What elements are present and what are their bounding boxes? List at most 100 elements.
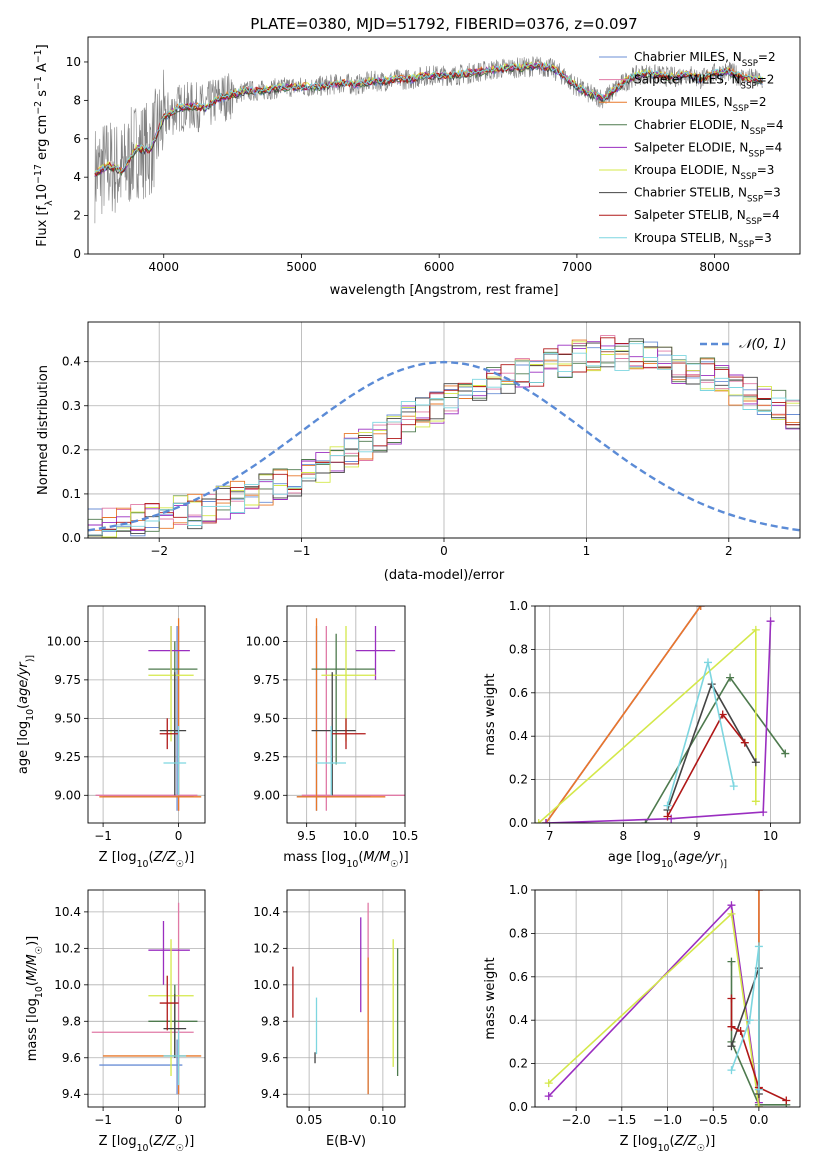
label-part: erg cm (35, 115, 50, 164)
mass-weight-line (538, 628, 757, 823)
label-part: SSP (746, 217, 762, 227)
label-part: Z [log (99, 850, 137, 865)
label-part: SSP (742, 59, 758, 69)
y-axis-label: mass weight (483, 673, 498, 755)
label-part: Kroupa MILES, N (634, 95, 733, 109)
figure-title: PLATE=0380, MJD=51792, FIBERID=0376, z=0… (250, 15, 637, 33)
mass-weight-marker (727, 909, 736, 918)
mass-weight-marker (759, 808, 768, 817)
legend-entry: 𝒩(0, 1) (739, 337, 786, 352)
label-part: −2 (33, 101, 44, 115)
axes-frame: −2.0 −1.5 −1.0 −0.5 0.0 0.0 0.2 0.4 0.6 0.8 1.0 (509, 883, 801, 1127)
axes-border (286, 889, 406, 1108)
label-part: SSP (741, 172, 757, 182)
label-part: =2 (758, 50, 776, 64)
label-part: mass [log (283, 850, 346, 865)
label-part: )] (25, 655, 36, 662)
label-part: 10 (137, 1143, 149, 1154)
y-tick-label: 0.8 (509, 926, 528, 940)
label-part: 10 (35, 184, 50, 201)
axes-frame: 4000 5000 6000 7000 8000 0 2 4 6 8 10 Chabrier MILE… (66, 36, 801, 274)
plot-area (94, 56, 763, 224)
y-tick-label: 9.25 (54, 750, 81, 764)
mass-weight-line (730, 946, 760, 1090)
residuals-axes: −2 −1 0 1 2 0.0 0.1 0.2 0.3 0.4 𝒩(0, 1) (data-model… (36, 321, 801, 583)
label-part: age [log (608, 850, 661, 865)
mass-weight-line (548, 912, 760, 1107)
label-part: Z/Z (674, 1134, 698, 1149)
x-tick-label: 6000 (424, 260, 455, 274)
y-tick-label: 9.4 (261, 1087, 280, 1101)
residual-histogram-step (88, 337, 800, 536)
x-tick-label: 8000 (699, 260, 730, 274)
y-tick-label: 10.2 (253, 941, 280, 955)
residual-histogram-step (88, 340, 800, 538)
label-part: SSP (741, 82, 757, 92)
label-part: ] (35, 44, 50, 49)
label-part: 10 (658, 1143, 670, 1154)
x-axis-label: age [log10(age/yr)] (608, 850, 727, 870)
mass-weight-marker (745, 1016, 754, 1025)
label-part: Kroupa ELODIE, N (634, 163, 741, 177)
legend-entry: Kroupa ELODIE, NSSP=3 (634, 163, 774, 182)
label-part: Z/Z (153, 850, 177, 865)
axes-frame: −1 0 9.4 9.6 9.8 10.0 10.2 10.4 (54, 889, 206, 1127)
y-tick-label: 9.8 (261, 1014, 280, 1028)
x-tick-label: −1 (293, 544, 311, 558)
gaussian-reference-curve (88, 360, 800, 532)
mass-vs-metallicity-axes: −1 09.49.69.810.010.210.4Z [log10(Z/Z☉)]m… (25, 889, 206, 1154)
label-part: Kroupa STELIB, N (634, 231, 738, 245)
mass-weight-marker (754, 890, 763, 894)
label-part: =3 (754, 231, 772, 245)
y-axis-label: age [log10(age/yr)] (16, 655, 36, 774)
plot-area (296, 618, 405, 811)
mass-weight-marker (663, 812, 672, 821)
label-part: SSP (733, 104, 749, 114)
age-vs-mass-axes: 9.5 10.0 10.5 9.00 9.25 9.50 9.75 10.00 mass [lo… (246, 605, 418, 870)
mass-weight-marker (703, 658, 712, 667)
mass-weight-marker (751, 625, 760, 634)
residual-histogram-step (88, 341, 800, 538)
axes-frame: −2 −1 0 1 2 0.0 0.1 0.2 0.3 0.4 𝒩(0, 1) (62, 321, 801, 558)
label-part: Chabrier ELODIE, N (634, 118, 750, 132)
label-part: −1 (33, 76, 44, 90)
legend-entry: Salpeter STELIB, NSSP=4 (634, 208, 780, 227)
label-part: 10 (34, 986, 45, 998)
label-part: Salpeter MILES, N (634, 73, 741, 87)
mass-weight-marker (726, 673, 735, 682)
y-tick-label: 10.4 (253, 905, 280, 919)
mass-weight-line (666, 662, 735, 806)
mass-weight-marker (751, 797, 760, 806)
x-tick-label: 9 (693, 829, 701, 843)
label-part: ☉ (176, 1143, 184, 1154)
label-part: 10 (346, 859, 358, 870)
label-part: ( (25, 981, 40, 986)
legend-entry: Kroupa STELIB, NSSP=3 (634, 231, 772, 250)
label-part: ( (673, 850, 678, 865)
y-axis-label: mass weight (483, 957, 498, 1039)
mass-weight-marker (727, 1022, 736, 1031)
label-part: =4 (765, 140, 783, 154)
y-tick-label: 0.0 (509, 1100, 528, 1114)
x-tick-label: 7 (546, 829, 554, 843)
legend-entry: Kroupa MILES, NSSP=2 (634, 95, 767, 114)
plot-area (88, 335, 800, 538)
label-part: Z [log (99, 1134, 137, 1149)
y-tick-label: 9.50 (54, 711, 81, 725)
x-tick-label: −1 (94, 1113, 112, 1127)
label-part: )] (184, 850, 194, 865)
y-tick-label: 2 (73, 209, 81, 223)
legend-entry: Chabrier STELIB, NSSP=3 (634, 186, 781, 205)
label-part: −1 (33, 49, 44, 63)
label-part: −17 (33, 164, 44, 184)
y-tick-label: 0.6 (509, 970, 528, 984)
y-tick-label: 9.00 (54, 788, 81, 802)
legend-entry: Chabrier MILES, NSSP=2 (634, 50, 776, 69)
x-tick-label: 10 (763, 829, 778, 843)
x-tick-label: 0 (175, 829, 183, 843)
y-tick-label: 0 (73, 247, 81, 261)
label-part: ( (358, 850, 363, 865)
mass-weight-marker (696, 606, 705, 610)
y-tick-label: 0.2 (509, 1057, 528, 1071)
